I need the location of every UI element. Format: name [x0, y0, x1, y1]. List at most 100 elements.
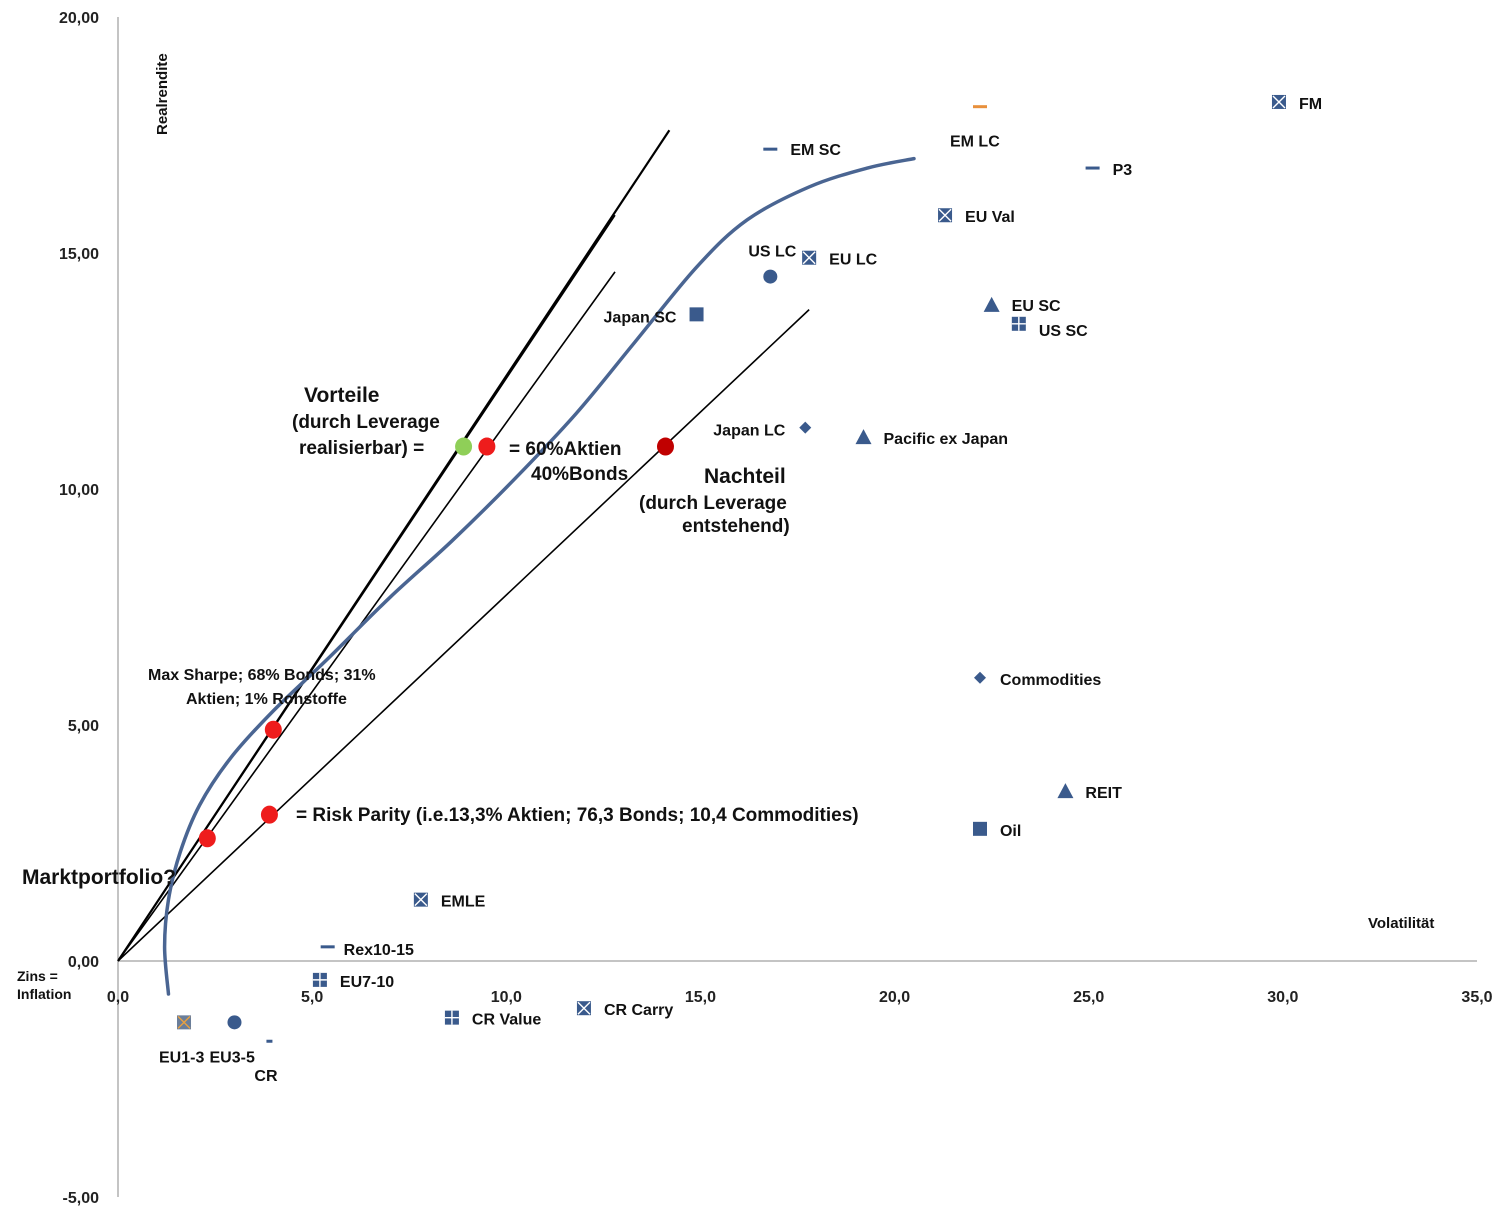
data-point-label: US SC: [1039, 323, 1088, 340]
data-point-label: EU SC: [1012, 298, 1061, 315]
tangent-line: [117, 309, 810, 962]
data-point-pacific-ex-japan: Pacific ex Japan: [855, 429, 1009, 448]
data-point-cr-carry: CR Carry: [576, 1001, 673, 1019]
y-tick-label: 15,00: [59, 246, 99, 263]
marker-triangle: [983, 296, 1000, 312]
marker-dash: [1085, 166, 1100, 170]
data-point-label: EU3-5: [209, 1049, 254, 1066]
marker-cross: [577, 1001, 591, 1015]
data-point-label: Pacific ex Japan: [884, 431, 1009, 448]
data-point-label: Japan LC: [713, 423, 785, 440]
marker-cross: [1272, 95, 1286, 109]
data-point-cr: CR: [254, 1039, 278, 1085]
annotation-marktportfolio: Marktportfolio?: [22, 866, 176, 889]
data-point-fm: FM: [1271, 94, 1322, 113]
data-point-label: EU7-10: [340, 974, 394, 991]
x-tick-label: 15,0: [685, 989, 716, 1006]
data-point-em-lc: EM LC: [950, 105, 1000, 151]
data-point-em-sc: EM SC: [763, 142, 841, 159]
data-point-label: EM SC: [790, 142, 841, 159]
marker-diamond: [973, 671, 986, 684]
marker-dash: [972, 105, 987, 109]
marker-cross: [414, 893, 428, 907]
data-point-label: EMLE: [441, 894, 486, 911]
y-tick-label: -5,00: [63, 1190, 100, 1207]
x-tick-label: 20,0: [879, 989, 910, 1006]
data-point-label: REIT: [1085, 785, 1122, 802]
x-tick-label: 5,0: [301, 989, 323, 1006]
origin-label-line2: Inflation: [17, 986, 71, 1002]
data-point-eu7-10: EU7-10: [312, 972, 394, 991]
marker-triangle: [1057, 783, 1074, 799]
data-point-label: EU LC: [829, 252, 877, 269]
marker-dash: [266, 1039, 273, 1043]
axes: 0,0 5,0 10,0 15,0 20,0 25,0 30,0 35,0 -5,00 0,00…: [59, 10, 1493, 1207]
annotation-vorteile-sub2: realisierbar) =: [299, 438, 424, 459]
data-point-cr-value: CR Value: [444, 1010, 541, 1029]
marker-dash: [320, 945, 335, 949]
data-point-label: EM LC: [950, 134, 1000, 151]
data-point-rex10-15: Rex10-15: [320, 942, 414, 959]
risk-parity-point: [260, 805, 278, 824]
x-tick-label: 25,0: [1073, 989, 1104, 1006]
data-point-label: Rex10-15: [344, 942, 414, 959]
annotation-nachteil: Nachteil: [704, 465, 786, 488]
marker-square: [689, 307, 704, 322]
marker-dash: [763, 147, 778, 151]
annotation-nachteil-sub2: entstehend): [682, 516, 790, 537]
data-point-eu-lc: EU LC: [802, 250, 878, 269]
annotation-risk-parity: = Risk Parity (i.e.13,3% Aktien; 76,3 Bo…: [296, 805, 859, 826]
asset-points: FM EM LC EM SC P3 EU Val US LC EU LC EU SC US SC…: [159, 94, 1322, 1085]
x-tick-label: 10,0: [491, 989, 522, 1006]
y-tick-label: 20,00: [59, 10, 99, 27]
x-axis-title: Volatilität: [1368, 915, 1434, 932]
annotation-sixty-forty-1: = 60%Aktien: [509, 439, 621, 460]
data-point-p3: P3: [1085, 162, 1132, 179]
y-tick-label: 0,00: [68, 954, 99, 971]
data-point-label: Oil: [1000, 823, 1021, 840]
marker-cross: [938, 208, 952, 222]
data-point-label: CR Carry: [604, 1002, 673, 1019]
y-tick-label: 10,00: [59, 482, 99, 499]
x-tick-label: 0,0: [107, 989, 129, 1006]
highlight-points: [198, 437, 674, 848]
data-point-eu3-5: EU3-5: [209, 1015, 255, 1066]
market-portfolio-point: [198, 829, 216, 848]
marker-plus: [1011, 316, 1026, 331]
data-point-us-sc: US SC: [1011, 316, 1088, 340]
annotations: Vorteile (durch Leverage realisierbar) =…: [22, 384, 859, 889]
data-point-emle: EMLE: [413, 892, 486, 911]
annotation-nachteil-sub1: (durch Leverage: [639, 493, 787, 514]
data-point-eu-val: EU Val: [938, 208, 1015, 226]
y-tick-label: 5,00: [68, 718, 99, 735]
marker-plus: [444, 1010, 459, 1025]
marker-circle: [763, 269, 778, 284]
x-tick-label: 30,0: [1267, 989, 1298, 1006]
annotation-max-sharpe-2: Aktien; 1% Rohstoffe: [186, 691, 347, 708]
data-point-commodities: Commodities: [973, 671, 1101, 689]
data-point-label: Japan SC: [604, 309, 677, 326]
data-point-label: FM: [1299, 96, 1322, 113]
sixty-forty-point: [478, 437, 496, 456]
data-point-label: CR Value: [472, 1012, 541, 1029]
max-sharpe-point: [264, 720, 282, 739]
y-ticks: -5,00 0,00 5,00 10,00 15,00 20,00: [59, 10, 99, 1207]
data-point-us-lc: US LC: [748, 244, 797, 284]
data-point-label: EU Val: [965, 209, 1015, 226]
x-tick-label: 35,0: [1461, 989, 1492, 1006]
annotation-max-sharpe-1: Max Sharpe; 68% Bonds; 31%: [148, 667, 376, 684]
data-point-eu-sc: EU SC: [983, 296, 1061, 315]
tangent-lines: [117, 129, 810, 962]
data-point-label: CR: [254, 1068, 278, 1085]
data-point-oil: Oil: [972, 821, 1021, 840]
origin-label-line1: Zins =: [17, 968, 58, 984]
tangent-line: [117, 214, 616, 962]
annotation-sixty-forty-2: 40%Bonds: [531, 464, 628, 485]
x-ticks: 0,0 5,0 10,0 15,0 20,0 25,0 30,0 35,0: [107, 989, 1493, 1006]
marker-plus: [312, 972, 327, 987]
data-point-japan-sc: Japan SC: [604, 307, 704, 326]
marker-triangle: [855, 429, 872, 445]
marker-square: [972, 821, 987, 836]
marker-cross: [802, 251, 816, 265]
